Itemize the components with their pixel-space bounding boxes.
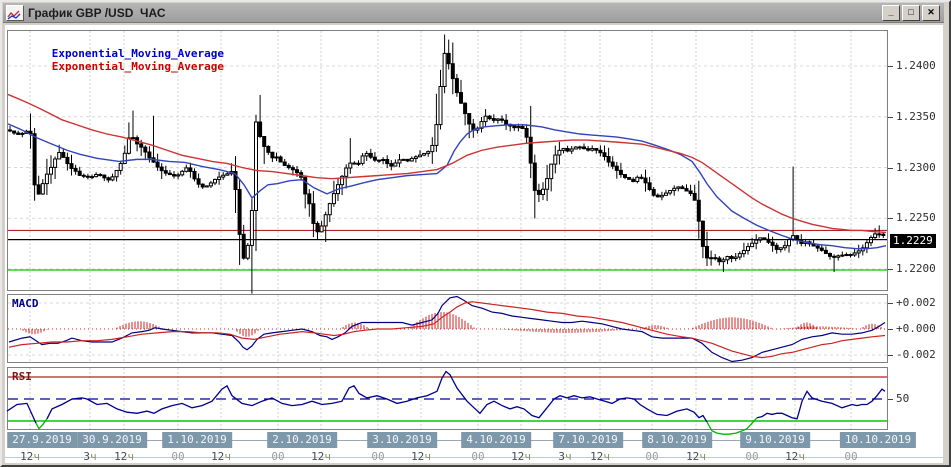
macd-panel[interactable]: MACD (7, 294, 888, 363)
time-label: 12ч (511, 450, 531, 463)
rsi-axis-label-tick (888, 399, 893, 400)
indicator-legend: Exponential_Moving_Average Exponential_M… (12, 34, 231, 86)
maximize-button[interactable]: □ (902, 4, 920, 21)
time-label: 00 (271, 450, 285, 463)
date-badge: 3.10.2019 (367, 432, 437, 448)
ema-slow-legend: Exponential_Moving_Average (51, 60, 224, 73)
rsi-panel[interactable]: RSI (6, 367, 888, 435)
current-price-tag: 1.2229 (890, 234, 936, 248)
time-label: 00 (171, 450, 185, 463)
price-axis-label: 1.2250 (896, 211, 936, 225)
time-label: 3ч (83, 450, 97, 463)
time-label: 00 (371, 450, 385, 463)
time-label: 00 (471, 450, 485, 463)
macd-axis-label: +0.002 (896, 296, 936, 309)
price-axis-label: 1.2400 (896, 59, 936, 72)
time-label: 12ч (686, 450, 706, 463)
date-badge: 8.10.2019 (642, 432, 712, 448)
price-axis-label: 1.2350 (896, 109, 936, 123)
close-button[interactable]: ✕ (922, 4, 940, 21)
date-badge: 10.10.2019 (839, 432, 917, 448)
time-label: 12ч (785, 450, 805, 463)
minimize-button[interactable]: _ (882, 4, 900, 21)
macd-axis-label-tick (888, 355, 893, 356)
ema-fast-legend: Exponential_Moving_Average (51, 47, 224, 60)
price-chart-panel[interactable]: Exponential_Moving_Average Exponential_M… (7, 30, 888, 294)
price-axis-label: 1.2200 (896, 262, 936, 275)
window-title: График GBP /USD ЧАС (28, 5, 166, 20)
date-badge: 27.9.2019 (7, 432, 77, 448)
time-scale[interactable]: 27.9.2019 30.9.2019 1.10.2019 2.10.2019 3.10… (5, 431, 943, 463)
date-badge: 1.10.2019 (162, 432, 232, 448)
rsi-label: RSI (12, 370, 32, 383)
date-badge: 4.10.2019 (461, 432, 531, 448)
chart-icon[interactable] (6, 4, 24, 21)
price-axis-label-tick (888, 66, 893, 67)
bottom-divider (5, 457, 943, 458)
time-label: 12ч (114, 450, 134, 463)
price-axis-label: 1.2300 (896, 160, 936, 174)
date-badge: 9.10.2019 (740, 432, 810, 448)
date-badge: 7.10.2019 (553, 432, 623, 448)
time-label: 00 (645, 450, 659, 463)
price-axis-label-tick (888, 269, 893, 270)
price-axis-label-tick (888, 116, 893, 118)
rsi-axis-label: 50 (896, 392, 910, 405)
time-label: 12ч (211, 450, 231, 463)
price-scale: 1.2400 1.2350 1.2300 1.2250 1.2200 +0.002 +0.0… (888, 26, 943, 463)
time-label: 00 (844, 450, 858, 463)
macd-axis-label: +0.000 (896, 322, 936, 335)
time-label: 12ч (311, 450, 331, 463)
price-axis-label-tick (888, 167, 893, 169)
price-axis-label-tick (888, 218, 893, 220)
macd-axis-label-tick (888, 303, 893, 304)
date-badge: 30.9.2019 (77, 432, 147, 448)
title-bar[interactable]: График GBP /USD ЧАС _ □ ✕ (3, 3, 944, 23)
macd-label: MACD (12, 297, 39, 310)
time-label: 12ч (20, 450, 40, 463)
macd-axis-label: -0.002 (896, 348, 936, 361)
time-label: 3ч (558, 450, 572, 463)
time-label: 12ч (590, 450, 610, 463)
time-label: 12ч (411, 450, 431, 463)
macd-axis-label-tick (888, 329, 893, 330)
time-label: 00 (745, 450, 759, 463)
date-axis-line (8, 440, 891, 441)
date-badge: 2.10.2019 (267, 432, 337, 448)
